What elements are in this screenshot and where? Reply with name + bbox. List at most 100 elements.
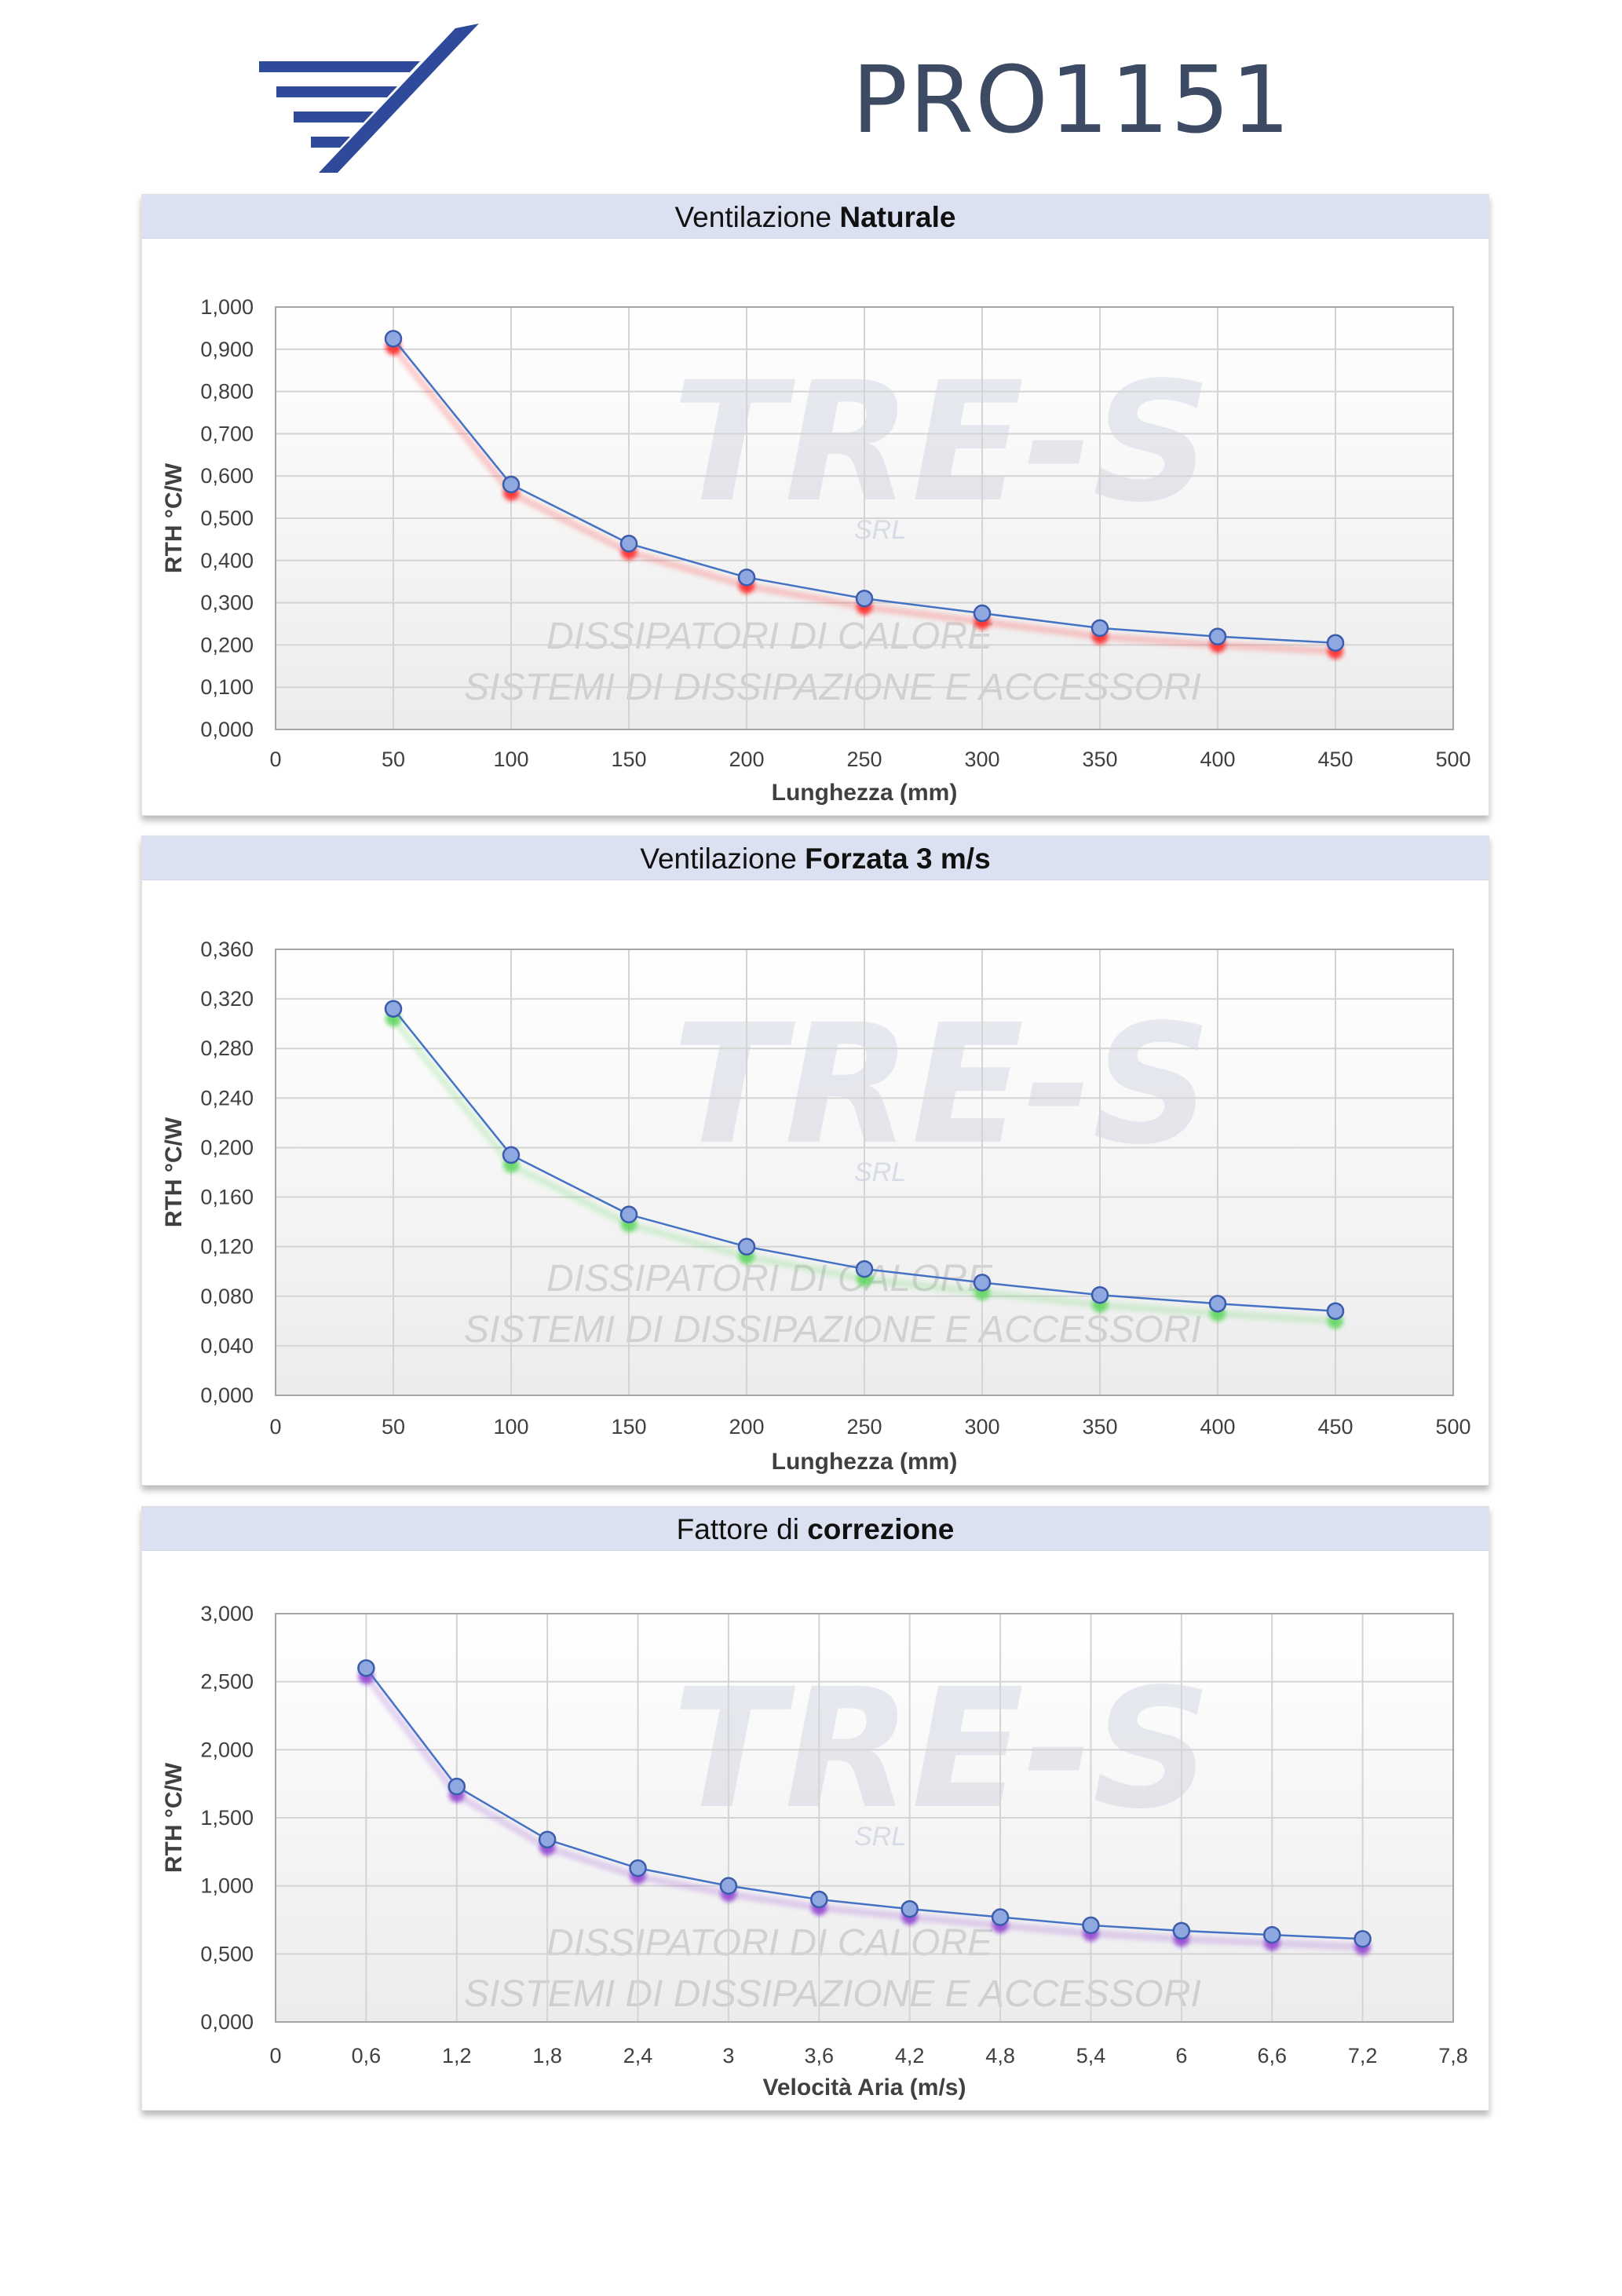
y-tick-label: 0,500 (200, 506, 254, 530)
data-point (502, 1146, 521, 1164)
y-tick-label: 0,900 (200, 338, 254, 361)
data-point (855, 1260, 874, 1278)
x-tick-label: 150 (611, 1415, 646, 1439)
y-tick-label: 0,000 (200, 1384, 254, 1407)
chart-panel-natural: Ventilazione Naturale TRE-S SRL DISSIPATOR… (141, 194, 1489, 816)
data-point (1353, 1930, 1372, 1948)
x-tick-label: 4,8 (985, 2044, 1015, 2067)
data-point (1262, 1925, 1281, 1944)
data-point (384, 330, 403, 348)
x-tick-label: 1,8 (532, 2044, 562, 2067)
data-point (1082, 1916, 1100, 1935)
watermark-line1: DISSIPATORI DI CALORE (546, 1922, 993, 1964)
x-tick-label: 450 (1317, 748, 1353, 771)
x-axis-title: Lunghezza (mm) (772, 780, 958, 806)
x-tick-label: 3 (722, 2044, 734, 2067)
chart-panel-forced: Ventilazione Forzata 3 m/s TRE-S SRL DISSI… (141, 835, 1489, 1486)
data-point (384, 1000, 403, 1018)
y-tick-label: 0,200 (200, 633, 254, 656)
x-tick-label: 200 (729, 1415, 764, 1439)
x-tick-label: 0 (269, 2044, 281, 2067)
y-tick-label: 0,120 (200, 1235, 254, 1259)
data-point (502, 475, 521, 494)
y-tick-label: 3,000 (200, 1602, 254, 1625)
x-tick-label: 50 (382, 748, 405, 771)
data-point (1208, 1294, 1227, 1313)
x-tick-label: 100 (493, 1415, 528, 1439)
plot-border (275, 306, 1454, 730)
data-point (855, 589, 874, 608)
x-tick-label: 500 (1435, 1415, 1470, 1439)
chart-panel-correction: Fattore di correzione TRE-S SRL DISSIPATOR… (141, 1506, 1489, 2111)
data-point (1326, 1302, 1345, 1320)
data-point (737, 569, 756, 587)
x-tick-label: 2,4 (623, 2044, 653, 2067)
y-tick-label: 0,000 (200, 718, 254, 741)
y-tick-label: 0,800 (200, 380, 254, 404)
x-tick-label: 0 (269, 748, 281, 771)
x-tick-label: 50 (382, 1415, 405, 1439)
watermark-line1: DISSIPATORI DI CALORE (546, 616, 993, 657)
x-tick-label: 1,2 (442, 2044, 472, 2067)
y-axis-title: RTH °C/W (161, 462, 187, 573)
tre-s-wing-logo-icon (259, 24, 479, 173)
data-point (719, 1877, 738, 1895)
data-point (737, 1238, 756, 1256)
y-tick-label: 0,700 (200, 422, 254, 445)
y-tick-label: 0,500 (200, 1942, 254, 1965)
x-tick-label: 0 (269, 1415, 281, 1439)
x-tick-label: 100 (493, 748, 528, 771)
x-tick-label: 350 (1082, 748, 1117, 771)
data-point (810, 1890, 828, 1909)
watermark-srl: SRL (854, 1157, 906, 1187)
x-tick-label: 150 (611, 748, 646, 771)
panel-title: Ventilazione Forzata 3 m/s (142, 836, 1489, 880)
x-tick-label: 250 (846, 748, 882, 771)
y-tick-label: 0,360 (200, 938, 254, 961)
watermark-line2: SISTEMI DI DISSIPAZIONE E ACCESSORI (464, 1973, 1201, 2015)
plot-border (275, 949, 1454, 1396)
plot-border (275, 1613, 1454, 2023)
y-tick-label: 0,100 (200, 675, 254, 699)
data-point (448, 1777, 466, 1796)
x-tick-label: 7,8 (1438, 2044, 1468, 2067)
y-tick-label: 0,000 (200, 2010, 254, 2034)
panel-title: Fattore di correzione (142, 1507, 1489, 1551)
y-tick-label: 0,040 (200, 1334, 254, 1358)
x-tick-label: 3,6 (805, 2044, 835, 2067)
watermark-brand: TRE-S (672, 989, 1211, 1181)
data-point (1090, 619, 1109, 638)
x-tick-label: 6 (1175, 2044, 1187, 2067)
watermark-line2: SISTEMI DI DISSIPAZIONE E ACCESSORI (464, 1309, 1201, 1351)
x-tick-label: 400 (1200, 1415, 1235, 1439)
series-shadow-line (363, 1673, 1363, 1951)
y-tick-label: 1,000 (200, 295, 254, 319)
y-tick-label: 0,080 (200, 1285, 254, 1308)
y-tick-label: 2,000 (200, 1738, 254, 1761)
data-point (1090, 1285, 1109, 1304)
x-tick-label: 300 (964, 1415, 999, 1439)
y-tick-label: 0,320 (200, 987, 254, 1011)
watermark-line1: DISSIPATORI DI CALORE (546, 1258, 993, 1300)
y-tick-label: 1,000 (200, 1874, 254, 1898)
x-tick-label: 0,6 (352, 2044, 382, 2067)
panel-title: Ventilazione Naturale (142, 195, 1489, 239)
x-tick-label: 500 (1435, 748, 1470, 771)
y-tick-label: 0,280 (200, 1036, 254, 1060)
x-tick-label: 450 (1317, 1415, 1353, 1439)
document-title: PRO1151 (852, 46, 1292, 154)
x-axis-title: Velocità Aria (m/s) (763, 2075, 966, 2100)
data-point (619, 535, 638, 553)
series-line (365, 1667, 1363, 1940)
data-point (901, 1899, 919, 1918)
x-tick-label: 300 (964, 748, 999, 771)
data-point (973, 1274, 992, 1292)
watermark-srl: SRL (854, 515, 906, 545)
data-point (973, 604, 992, 623)
y-axis-title: RTH °C/W (161, 1762, 187, 1873)
watermark-brand: TRE-S (672, 346, 1211, 539)
x-axis-title: Lunghezza (mm) (772, 1449, 958, 1475)
